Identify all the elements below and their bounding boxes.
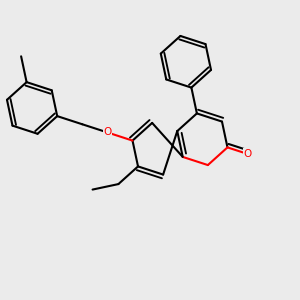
Text: O: O (103, 128, 112, 137)
Text: O: O (243, 149, 252, 159)
